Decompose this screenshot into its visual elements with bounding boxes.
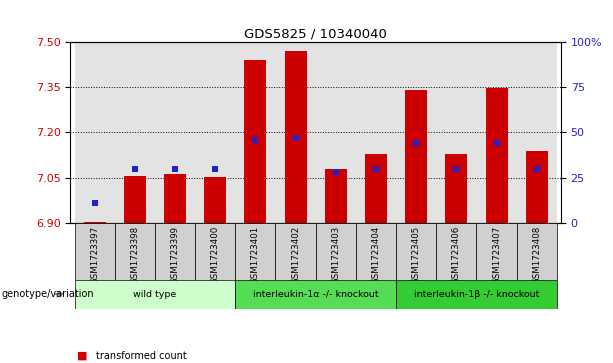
Bar xyxy=(316,223,356,280)
Bar xyxy=(235,223,275,280)
Bar xyxy=(365,154,387,223)
Bar xyxy=(485,88,508,223)
Bar xyxy=(356,223,396,280)
Bar xyxy=(436,223,476,280)
Bar xyxy=(396,42,436,223)
Text: transformed count: transformed count xyxy=(96,351,187,361)
Bar xyxy=(476,223,517,280)
Bar xyxy=(396,223,436,280)
Bar xyxy=(526,151,548,223)
Bar xyxy=(195,42,235,223)
Text: wild type: wild type xyxy=(133,290,177,298)
Bar xyxy=(356,42,396,223)
Bar xyxy=(396,280,557,309)
Bar xyxy=(155,42,195,223)
Text: GSM1723402: GSM1723402 xyxy=(291,226,300,284)
Text: GSM1723400: GSM1723400 xyxy=(211,226,219,284)
Text: GSM1723407: GSM1723407 xyxy=(492,226,501,284)
Text: interleukin-1α -/- knockout: interleukin-1α -/- knockout xyxy=(253,290,378,298)
Bar xyxy=(275,42,316,223)
Bar xyxy=(436,42,476,223)
Text: GSM1723406: GSM1723406 xyxy=(452,226,461,284)
Bar xyxy=(405,90,427,223)
Bar xyxy=(75,280,235,309)
Bar xyxy=(235,42,275,223)
Text: GSM1723408: GSM1723408 xyxy=(532,226,541,284)
Bar xyxy=(204,177,226,223)
Text: GSM1723398: GSM1723398 xyxy=(131,226,139,284)
Bar xyxy=(275,223,316,280)
Title: GDS5825 / 10340040: GDS5825 / 10340040 xyxy=(244,28,387,41)
Bar xyxy=(115,223,155,280)
Text: GSM1723403: GSM1723403 xyxy=(331,226,340,284)
Bar xyxy=(155,223,195,280)
Text: GSM1723397: GSM1723397 xyxy=(90,226,99,284)
Bar xyxy=(517,42,557,223)
Bar xyxy=(445,154,468,223)
Bar xyxy=(517,223,557,280)
Bar xyxy=(75,42,115,223)
Text: GSM1723404: GSM1723404 xyxy=(371,226,381,284)
Text: GSM1723405: GSM1723405 xyxy=(412,226,421,284)
Text: ■: ■ xyxy=(77,351,87,361)
Bar xyxy=(235,280,396,309)
Bar xyxy=(476,42,517,223)
Bar xyxy=(284,51,306,223)
Text: genotype/variation: genotype/variation xyxy=(2,289,94,299)
Bar xyxy=(115,42,155,223)
Text: GSM1723401: GSM1723401 xyxy=(251,226,260,284)
Bar xyxy=(83,222,105,223)
Text: GSM1723399: GSM1723399 xyxy=(170,226,180,284)
Bar xyxy=(325,169,347,223)
Text: interleukin-1β -/- knockout: interleukin-1β -/- knockout xyxy=(414,290,539,298)
Bar xyxy=(164,174,186,223)
Bar xyxy=(245,60,267,223)
Bar xyxy=(124,176,146,223)
Bar xyxy=(195,223,235,280)
Bar xyxy=(75,223,115,280)
Bar xyxy=(316,42,356,223)
